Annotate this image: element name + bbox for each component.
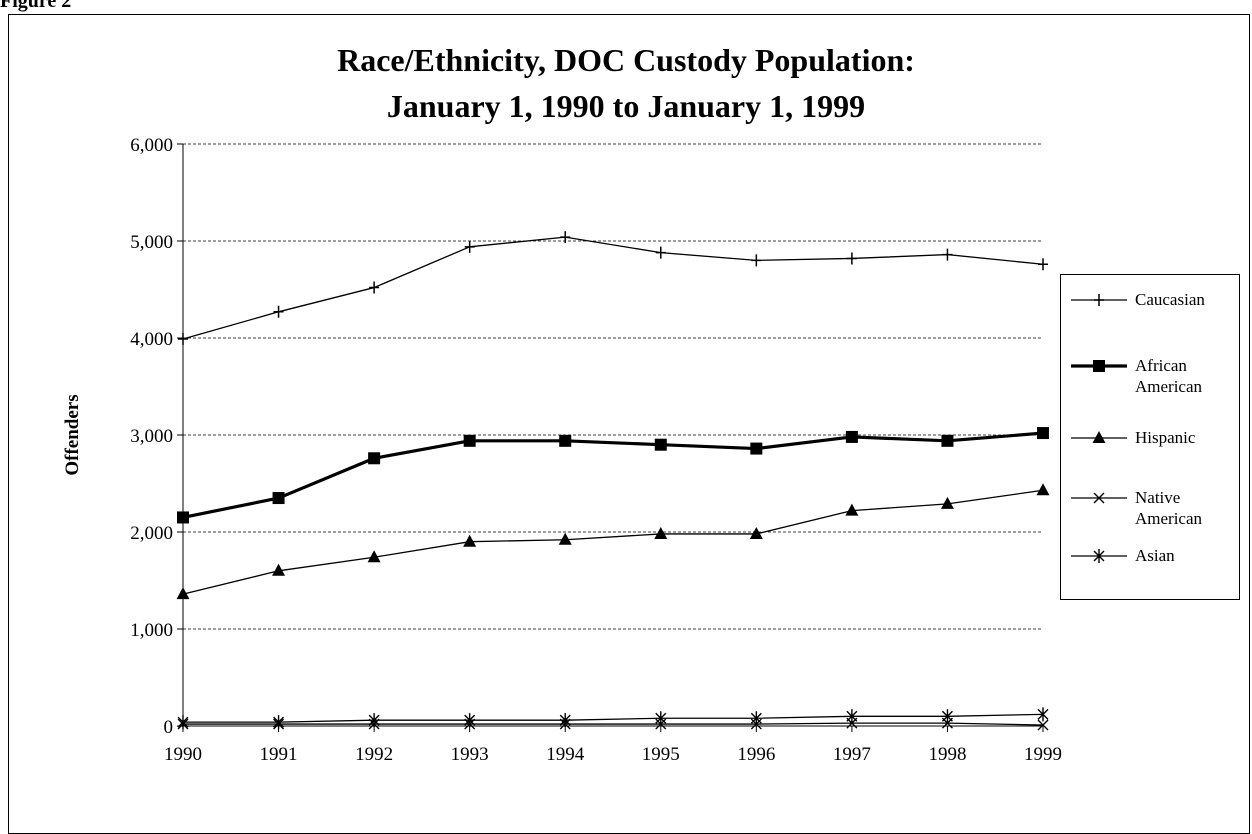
y-tick-label: 1,000 [130,620,173,641]
data-point-african-american [463,434,476,447]
legend-marker [1094,294,1104,306]
x-tick-label: 1998 [928,744,966,765]
data-point-hispanic [1036,483,1050,496]
data-point-hispanic [272,563,286,576]
x-tick-label: 1997 [833,744,871,765]
data-point-caucasian [369,281,380,294]
y-tick-label: 0 [164,717,174,738]
data-point-caucasian [655,246,666,259]
data-point-asian [846,709,858,724]
legend-label: Caucasian [1135,290,1205,309]
data-point-african-american [177,511,189,524]
legend-item-native-american: Native American [1067,487,1225,529]
x-tick-label: 1993 [451,744,489,765]
data-point-asian [1037,707,1049,722]
legend-marker [1093,492,1105,504]
series-african-american [177,427,1049,524]
series-asian [177,707,1049,730]
x-tick-label: 1996 [737,744,775,765]
data-point-asian [941,709,953,724]
data-point-african-american [272,492,285,505]
data-point-hispanic [367,550,381,563]
legend: Caucasian African American Hispanic Native … [1060,274,1240,600]
legend-label: African American [1135,356,1203,396]
data-point-african-american [654,438,667,451]
series-line-hispanic [182,489,1044,595]
data-point-hispanic [940,496,954,509]
legend-swatch-caucasian [1071,294,1127,306]
series-line-caucasian [182,236,1044,340]
data-point-asian [655,711,667,726]
data-point-asian [750,711,762,726]
series-caucasian [178,231,1048,345]
data-point-african-american [750,442,763,455]
legend-item-african-american: African American [1067,355,1225,397]
data-point-african-american [559,434,572,447]
data-point-asian [464,713,476,728]
data-point-hispanic [654,526,668,539]
data-point-caucasian [846,252,857,265]
data-point-african-american [1037,427,1049,440]
figure-label: Figure 2 [0,0,72,12]
data-point-caucasian [464,240,475,253]
data-point-caucasian [942,248,953,261]
series-line-african-american [182,431,1044,520]
legend-swatch-asian [1071,549,1127,563]
data-point-asian [273,715,285,730]
series-hispanic [176,483,1050,600]
legend-marker [1093,549,1105,563]
data-point-hispanic [463,534,477,547]
legend-label: Asian [1135,546,1175,565]
data-point-african-american [368,452,381,465]
legend-swatch-native-american [1071,492,1127,504]
y-axis-label: Offenders [62,394,83,475]
y-tick-label: 6,000 [130,135,173,156]
data-point-hispanic [558,532,572,545]
legend-marker [1092,431,1106,443]
data-point-african-american [845,430,858,443]
legend-label: Native American [1135,488,1203,528]
x-tick-label: 1995 [642,744,680,765]
x-tick-label: 1994 [546,744,585,765]
legend-swatch-african-american [1071,360,1127,372]
data-point-asian [559,713,571,728]
chart-title-line-1: Race/Ethnicity, DOC Custody Population: [337,42,915,78]
legend-item-hispanic: Hispanic [1067,427,1195,449]
y-tick-label: 3,000 [130,426,173,447]
x-tick-label: 1991 [260,744,298,765]
data-point-caucasian [273,305,284,318]
data-point-asian [368,713,380,728]
legend-item-caucasian: Caucasian [1067,289,1205,311]
y-tick-label: 5,000 [130,232,173,253]
data-point-caucasian [1038,258,1048,271]
data-point-hispanic [845,503,859,516]
data-point-caucasian [560,231,571,244]
series-line-asian [183,713,1044,723]
data-point-caucasian [178,332,188,345]
data-point-caucasian [751,254,762,267]
x-tick-label: 1999 [1024,744,1062,765]
data-point-hispanic [749,526,763,539]
legend-swatch-hispanic [1071,431,1127,443]
data-point-asian [177,715,189,730]
data-point-hispanic [176,587,190,600]
y-tick-label: 2,000 [130,523,173,544]
series-native-american [177,717,1049,731]
legend-marker [1093,360,1105,372]
legend-label: Hispanic [1135,428,1196,447]
data-point-native-american [1037,719,1049,731]
legend-item-asian: Asian [1067,545,1175,567]
series-line-native-american [183,722,1044,726]
x-tick-label: 1990 [164,744,202,765]
y-tick-label: 4,000 [130,329,173,350]
chart-title-line-2: January 1, 1990 to January 1, 1999 [386,88,866,124]
data-point-african-american [941,434,954,447]
x-tick-label: 1992 [355,744,393,765]
